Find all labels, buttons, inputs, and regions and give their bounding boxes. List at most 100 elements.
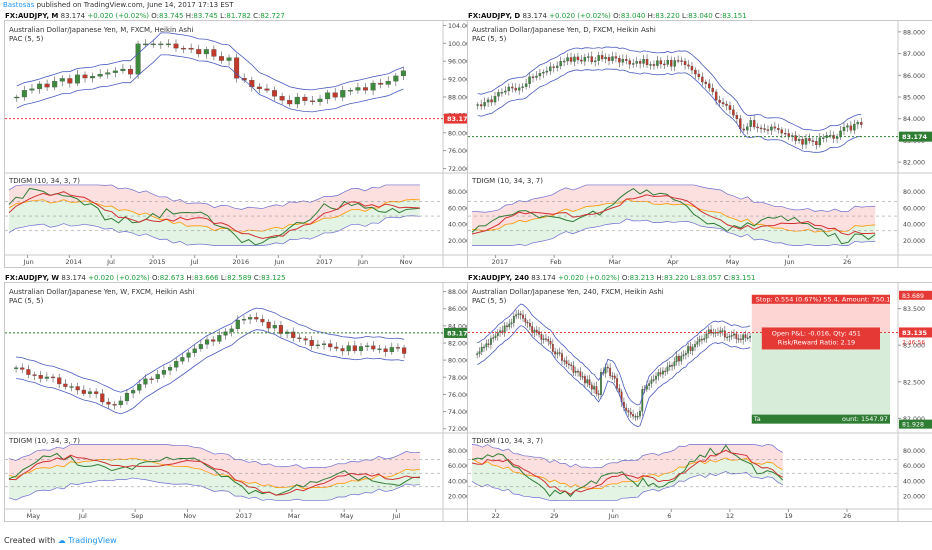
chart-panel-weekly[interactable]: FX:AUDJPY, W 83.174 +0.020 (+0.02%) O:82… [4, 274, 490, 522]
chart-panel-monthly[interactable]: FX:AUDJPY, M 83.174 +0.020 (+0.02%) O:83… [4, 12, 490, 268]
candle [94, 391, 99, 394]
x-tick-label: 2017 [492, 258, 509, 266]
candle [504, 90, 507, 93]
candle [112, 70, 118, 73]
x-tick-label: 26 [843, 258, 851, 266]
candle [627, 410, 630, 413]
pac-upper-line [477, 46, 862, 131]
candle [628, 60, 631, 65]
author-link[interactable]: Bastosas [3, 1, 35, 9]
tdi-upper-fill [9, 184, 420, 233]
candle [645, 59, 649, 65]
candle [590, 384, 593, 390]
candle [528, 323, 531, 327]
candle [74, 74, 80, 84]
candle [766, 129, 770, 131]
candle [690, 66, 694, 71]
chart-panel-daily[interactable]: FX:AUDJPY, D 83.174 +0.020 (+0.02%) O:83… [467, 12, 932, 268]
tdi-upper-band [471, 444, 783, 469]
sub-y-tick-label: 20.000 [903, 238, 925, 245]
candle [52, 81, 58, 88]
candle [37, 83, 43, 89]
candle [744, 334, 747, 338]
candle [506, 325, 508, 328]
candle [371, 345, 376, 350]
candle [363, 87, 369, 91]
tdi-rsi-line [8, 187, 420, 246]
candle [118, 400, 123, 406]
candle [726, 336, 729, 339]
candle [625, 58, 628, 61]
candle [671, 365, 673, 367]
candle [554, 351, 557, 355]
candle [797, 139, 801, 141]
candle [631, 63, 635, 65]
candle [595, 386, 598, 394]
y-tick-label: 78.000 [448, 375, 470, 382]
stop-text: Stop: 0.554 (0.67%) 55.4, Amount: 750.15 [756, 295, 895, 303]
ohlc-prefix: O: [149, 12, 160, 20]
header-high: 83.220 [655, 12, 680, 20]
pac-lower-line [16, 54, 404, 113]
candle [309, 100, 315, 102]
candle [579, 371, 582, 377]
price-label-box [899, 327, 932, 338]
candle [611, 56, 614, 61]
candle [241, 318, 247, 321]
candle [260, 318, 265, 323]
candle [254, 317, 259, 320]
candle [683, 61, 687, 66]
sub-y-tick-label: 60.000 [903, 205, 925, 212]
candle [188, 47, 194, 50]
ohlc-prefix: C: [250, 12, 261, 20]
tdi-midline [8, 199, 420, 233]
x-tick-label: Jul [106, 258, 115, 266]
countdown-label: 2:46:56 [902, 339, 925, 346]
candle [860, 122, 863, 125]
header-low: 83.040 [688, 12, 713, 20]
candle [20, 367, 25, 370]
candle [75, 386, 80, 391]
candle [746, 337, 749, 339]
chart-panel-h4[interactable]: FX:AUDJPY, 240 83.174 +0.020 (+0.02%) O:… [467, 274, 932, 522]
candle [652, 379, 655, 381]
x-tick-label: Jun [23, 258, 34, 266]
candle [687, 64, 690, 67]
candle [678, 355, 680, 362]
footer-brand[interactable]: TradingView [68, 536, 117, 545]
candle [756, 126, 759, 129]
candle [538, 331, 540, 335]
candle [735, 333, 738, 339]
pl-text: Open P&L: -0.016, Qty: 451 [772, 329, 861, 337]
tdi-upper-band [471, 184, 876, 213]
y-tick-label: 76.000 [448, 148, 470, 155]
candle [689, 346, 692, 351]
candle [173, 43, 179, 49]
x-tick-label: Sep [131, 512, 143, 520]
candle [657, 372, 660, 377]
candle [842, 127, 846, 132]
candle [493, 96, 497, 103]
y-tick-label: 87.000 [903, 51, 925, 58]
candle [540, 334, 543, 340]
x-tick-label: 6 [667, 512, 671, 520]
price-label-box [444, 113, 482, 124]
candle [500, 92, 504, 94]
candle [59, 78, 65, 82]
candle [503, 325, 506, 333]
y-tick-label: 88.000 [903, 29, 925, 36]
x-tick-label: Jun [608, 512, 619, 520]
candle [822, 137, 825, 139]
candle [278, 325, 283, 334]
sub-y-tick-label: 60.000 [903, 463, 925, 470]
candle [551, 344, 554, 352]
x-tick-label: 22 [492, 512, 500, 520]
candle [648, 383, 651, 386]
tdi-upper-band [8, 184, 420, 210]
price-label: 83.174 [447, 115, 473, 123]
candle [57, 377, 62, 385]
x-tick-label: May [726, 258, 740, 266]
header-open: 83.040 [620, 12, 646, 20]
x-tick-label: 29 [550, 512, 558, 520]
candle [155, 374, 160, 379]
